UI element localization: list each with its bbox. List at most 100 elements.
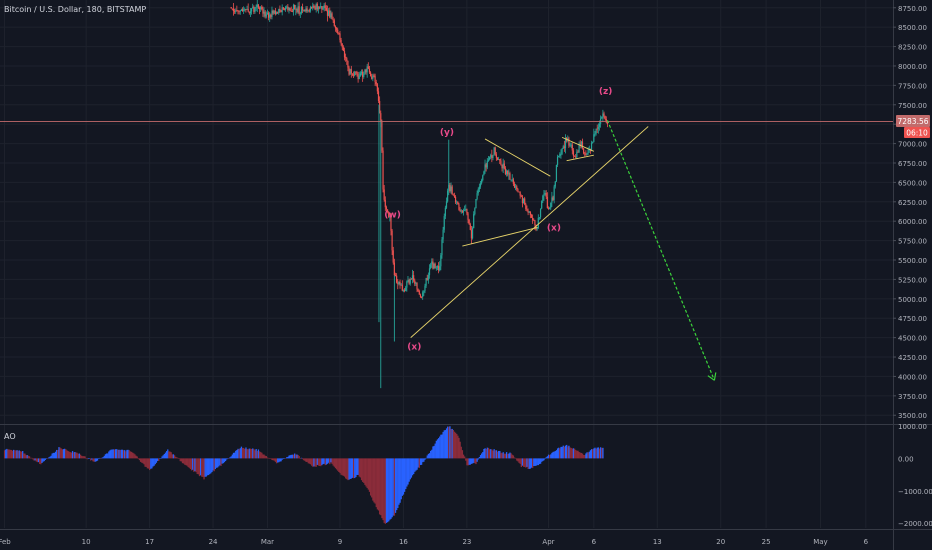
ao-bar xyxy=(559,448,561,459)
ao-bar xyxy=(110,449,112,459)
ao-bar xyxy=(184,458,186,465)
candle-body xyxy=(369,72,372,77)
candle-body xyxy=(296,9,298,12)
ao-bar xyxy=(269,458,271,459)
candle-body xyxy=(439,266,441,271)
ao-bar xyxy=(143,458,145,465)
price-tick-label: 5500.00 xyxy=(898,257,927,265)
candle-body xyxy=(581,141,584,149)
ao-bar xyxy=(481,453,483,459)
candle-body xyxy=(255,6,257,9)
candle-body xyxy=(282,7,284,10)
time-tick-label: 24 xyxy=(209,538,218,546)
candle-body xyxy=(558,156,560,157)
candle-body xyxy=(299,13,301,14)
time-tick-label: May xyxy=(813,538,827,546)
candle-body xyxy=(529,211,531,216)
ao-bar xyxy=(36,458,39,463)
ao-bar xyxy=(462,454,465,459)
ao-bar xyxy=(307,458,309,464)
ao-bar xyxy=(201,458,203,477)
ao-bar xyxy=(19,451,22,459)
candle-body xyxy=(454,196,457,203)
candle-body xyxy=(500,160,502,165)
ao-bar xyxy=(527,458,529,469)
ao-bar xyxy=(345,458,347,479)
ao-bar xyxy=(100,458,102,459)
candle-body xyxy=(468,219,470,225)
ao-tick-label: 1000.00 xyxy=(898,423,927,431)
ao-bar xyxy=(138,458,141,461)
ao-bar xyxy=(305,458,307,462)
ao-bar xyxy=(485,448,487,459)
candle-body xyxy=(232,8,235,12)
ao-bar xyxy=(530,458,533,468)
ao-bar xyxy=(320,458,322,467)
ao-bar xyxy=(167,449,169,459)
ao-bar xyxy=(382,458,384,521)
ao-bar xyxy=(405,458,407,490)
price-tick-label: 5250.00 xyxy=(898,276,927,284)
ao-bar xyxy=(331,458,333,464)
ao-bar xyxy=(296,454,298,459)
candle-body xyxy=(316,3,318,10)
ao-bar xyxy=(414,458,416,472)
ao-bar xyxy=(190,458,193,471)
ao-bar xyxy=(244,449,246,459)
ao-bar xyxy=(400,458,402,500)
ao-bar xyxy=(67,450,69,459)
ao-bar xyxy=(349,458,351,480)
candle-body xyxy=(362,71,364,77)
candle-body xyxy=(533,220,535,221)
candle-body xyxy=(597,126,599,129)
candle-body xyxy=(505,170,508,175)
ao-bar xyxy=(111,449,113,459)
candle-body xyxy=(453,195,456,197)
candle-body xyxy=(457,201,459,205)
ao-bar xyxy=(510,453,512,459)
ao-bar xyxy=(15,450,17,459)
ao-bar xyxy=(93,458,95,462)
ao-bar xyxy=(528,458,530,469)
candle-body xyxy=(342,47,344,51)
ao-bar xyxy=(79,454,82,459)
ao-bar xyxy=(347,458,349,481)
ao-bar xyxy=(213,458,215,472)
ao-bar xyxy=(60,448,62,459)
candle-body xyxy=(305,8,307,12)
candle-body xyxy=(249,11,252,14)
ao-bar xyxy=(202,458,204,477)
ao-bar xyxy=(175,456,177,459)
ao-bar xyxy=(593,448,595,459)
ao-bar xyxy=(160,458,162,459)
ao-bar xyxy=(85,458,87,459)
ao-bar xyxy=(301,458,304,460)
ao-bar xyxy=(41,458,43,464)
ao-bar xyxy=(179,458,181,462)
candle-body xyxy=(301,6,304,11)
ao-bar xyxy=(428,453,431,459)
candle-body xyxy=(452,194,454,196)
candle-body xyxy=(530,215,533,218)
candle-body xyxy=(349,69,351,75)
ao-bar xyxy=(444,430,447,459)
ao-bar xyxy=(210,458,212,474)
ao-bar xyxy=(521,458,524,466)
candle-body xyxy=(394,275,397,277)
ao-bar xyxy=(78,453,81,459)
ao-bar xyxy=(519,458,521,464)
ao-bar xyxy=(560,446,562,459)
ao-bar xyxy=(205,458,207,477)
candle-body xyxy=(304,10,306,12)
ao-bar xyxy=(365,458,367,487)
ao-bar xyxy=(555,450,558,459)
ao-bar xyxy=(324,458,326,466)
wave-label: (x) xyxy=(407,342,421,352)
candle-body xyxy=(338,33,340,34)
candle-body xyxy=(367,66,369,69)
candle-body xyxy=(434,263,436,268)
price-tick-label: 8000.00 xyxy=(898,63,927,71)
candle-body xyxy=(360,71,363,74)
ao-bar xyxy=(451,428,453,459)
